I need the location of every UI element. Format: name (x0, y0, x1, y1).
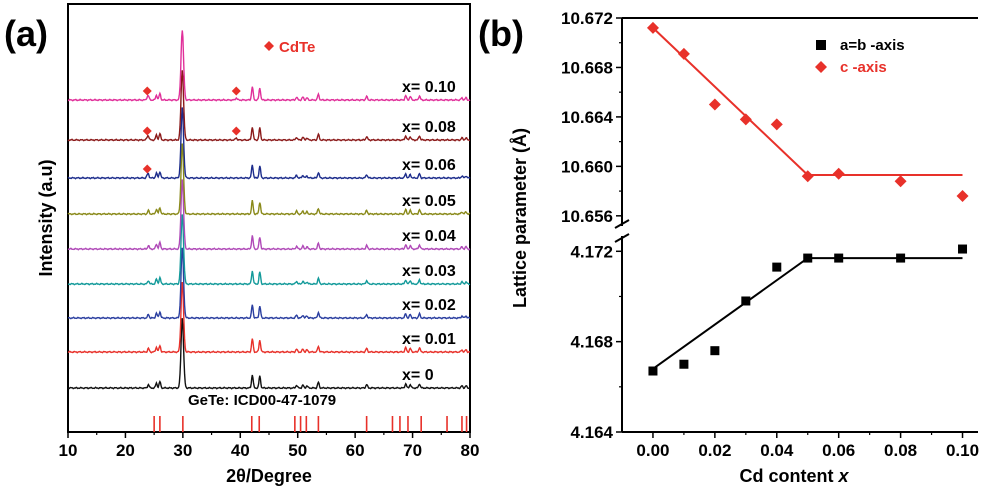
panel-a-label: (a) (4, 13, 48, 54)
data-point-diamond (646, 21, 659, 34)
x-tick-label: 0.08 (884, 441, 917, 460)
trace-label: x= 0.03 (402, 263, 456, 280)
cdte-legend-marker (264, 41, 274, 51)
xrd-trace-labels: x= 0 x= 0.01 x= 0.02 x= 0.03 x= 0.04 x= 0.05 x… (402, 79, 456, 384)
data-point-square (679, 359, 689, 369)
x-tick-label: 0.04 (760, 441, 794, 460)
lattice-plot-frame (614, 17, 978, 433)
xrd-trace (67, 281, 471, 354)
data-point-diamond (708, 98, 721, 111)
data-point-square (834, 253, 844, 263)
data-point-diamond (956, 190, 969, 203)
xrd-y-axis-title: Intensity (a.u) (36, 159, 56, 276)
fit-line (652, 27, 963, 176)
y-tick-label: 4.168 (570, 333, 613, 352)
y-tick-label: 10.656 (561, 207, 613, 226)
xrd-x-axis-title: 2θ/Degree (226, 466, 312, 486)
lattice-panel: (b) 10.672 10.668 10.664 10.660 10.656 4.172 4… (478, 9, 979, 486)
y-tick-label: 10.672 (561, 9, 613, 28)
lattice-y-axis-title: Lattice parameter (Å) (510, 128, 530, 308)
xrd-panel: (a) x= 0x= 0.01x= 0.02x= 0.03x= 0.04x= 0… (4, 3, 480, 486)
lattice-legend: a=b -axis c -axis (815, 37, 905, 76)
xrd-trace (67, 318, 471, 390)
xrd-trace (67, 107, 471, 180)
cdte-marker (142, 164, 152, 174)
lattice-x-axis-title: Cd content x (739, 466, 849, 486)
data-point-diamond (832, 167, 845, 180)
y-tick-label: 10.668 (561, 58, 613, 77)
data-point-square (958, 244, 968, 254)
legend-label: c -axis (840, 59, 887, 76)
legend-marker-square (816, 40, 826, 50)
xrd-trace (67, 214, 471, 286)
lattice-x-ticks: 0.00 0.02 0.04 0.06 0.08 0.10 (636, 432, 979, 460)
trace-label: x= 0.05 (402, 193, 456, 210)
data-point-diamond (739, 113, 752, 126)
x-tick-label: 30 (173, 441, 192, 460)
xrd-trace (67, 70, 471, 142)
data-point-square (710, 346, 720, 356)
y-tick-label: 4.172 (570, 242, 613, 261)
data-point-square (648, 366, 658, 376)
data-point-square (772, 262, 782, 272)
data-point-diamond (894, 175, 907, 188)
xrd-traces (67, 30, 471, 390)
xrd-trace (67, 179, 471, 251)
reference-pattern: GeTe: ICD00-47-1079 (153, 392, 468, 432)
xrd-x-ticks: 10 20 30 40 50 60 70 80 (59, 432, 480, 460)
trace-label: x= 0.02 (402, 297, 456, 314)
xrd-trace (67, 143, 471, 216)
data-point-square (741, 296, 751, 306)
x-tick-label: 0.06 (822, 441, 855, 460)
fit-line (652, 257, 963, 370)
x-tick-label: 0.02 (698, 441, 731, 460)
x-tick-label: 0.00 (636, 441, 669, 460)
trace-label: x= 0.08 (402, 119, 456, 136)
x-tick-label: 0.10 (946, 441, 979, 460)
cdte-markers (142, 86, 241, 174)
y-tick-label: 4.164 (570, 423, 613, 442)
y-tick-label: 10.664 (561, 108, 614, 127)
x-tick-label: 20 (116, 441, 135, 460)
cdte-marker (231, 86, 241, 96)
x-tick-label: 50 (288, 441, 307, 460)
trace-label: x= 0.01 (402, 331, 456, 348)
cdte-marker (142, 126, 152, 136)
cdte-legend-label: CdTe (279, 39, 315, 56)
x-tick-label: 80 (461, 441, 480, 460)
x-tick-label: 60 (346, 441, 365, 460)
trace-label: x= 0.06 (402, 157, 456, 174)
data-point-diamond (677, 47, 690, 60)
cdte-marker (231, 126, 241, 136)
fit-lines (652, 27, 963, 370)
data-point-square (803, 253, 813, 263)
reference-label: GeTe: ICD00-47-1079 (188, 392, 336, 409)
legend-marker-diamond (815, 61, 827, 73)
data-point-diamond (770, 118, 783, 131)
axis-break-upper (614, 219, 630, 229)
x-tick-label: 40 (231, 441, 250, 460)
x-tick-label: 10 (59, 441, 78, 460)
trace-label: x= 0.04 (402, 228, 456, 245)
cdte-legend: CdTe (264, 39, 315, 56)
trace-label: x= 0 (402, 367, 434, 384)
axis-break-lower (614, 233, 630, 243)
legend-label: a=b -axis (840, 37, 905, 54)
data-point-diamond (801, 170, 814, 183)
data-points (646, 21, 969, 376)
y-tick-label: 10.660 (561, 157, 613, 176)
cdte-marker (142, 86, 152, 96)
x-tick-label: 70 (403, 441, 422, 460)
trace-label: x= 0.10 (402, 79, 456, 96)
panel-b-label: (b) (478, 13, 524, 54)
data-point-square (896, 253, 906, 263)
xrd-trace (67, 30, 471, 102)
xrd-trace (67, 247, 471, 320)
lattice-y-ticks: 10.672 10.668 10.664 10.660 10.656 4.172 4.168… (561, 9, 622, 442)
